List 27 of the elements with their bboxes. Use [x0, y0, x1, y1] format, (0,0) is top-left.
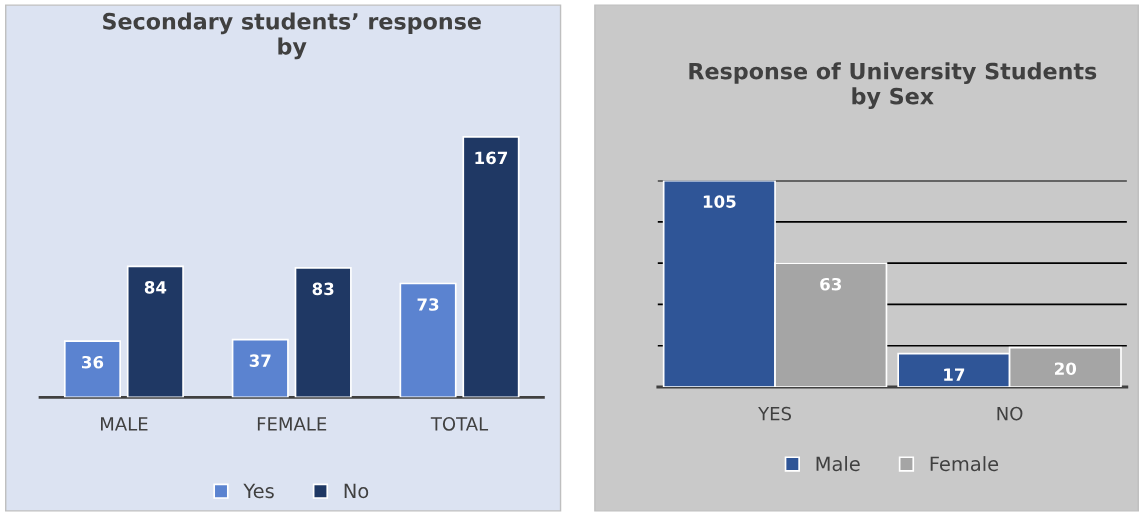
legend-label: No — [344, 483, 369, 499]
data-label: 17 — [944, 368, 965, 381]
x-tick-label: NO — [997, 406, 1023, 421]
x-tick-label: YES — [758, 406, 791, 421]
legend-label: Yes — [243, 483, 274, 499]
data-label: 20 — [1055, 362, 1077, 376]
x-tick-label: MALE — [101, 417, 148, 431]
chart-title: Secondary students’ response by — [103, 12, 481, 60]
data-label: 105 — [703, 195, 736, 208]
bar — [63, 340, 121, 398]
bar — [231, 338, 289, 398]
bar — [126, 265, 184, 398]
legend-label: Male — [816, 456, 860, 472]
data-label: 73 — [417, 298, 439, 311]
x-tick-label: FEMALE — [257, 417, 327, 431]
bar — [294, 267, 352, 398]
data-label: 84 — [144, 281, 167, 294]
bar — [399, 282, 457, 398]
chart-title: Response of University Students by Sex — [689, 62, 1097, 110]
legend-label: Female — [930, 456, 999, 472]
data-label: 83 — [312, 282, 334, 296]
data-label: 63 — [820, 277, 842, 291]
data-label: 167 — [475, 151, 508, 165]
data-label: 36 — [81, 355, 104, 369]
bar — [462, 136, 520, 398]
x-tick-label: TOTAL — [430, 417, 489, 431]
data-label: 37 — [249, 354, 271, 367]
